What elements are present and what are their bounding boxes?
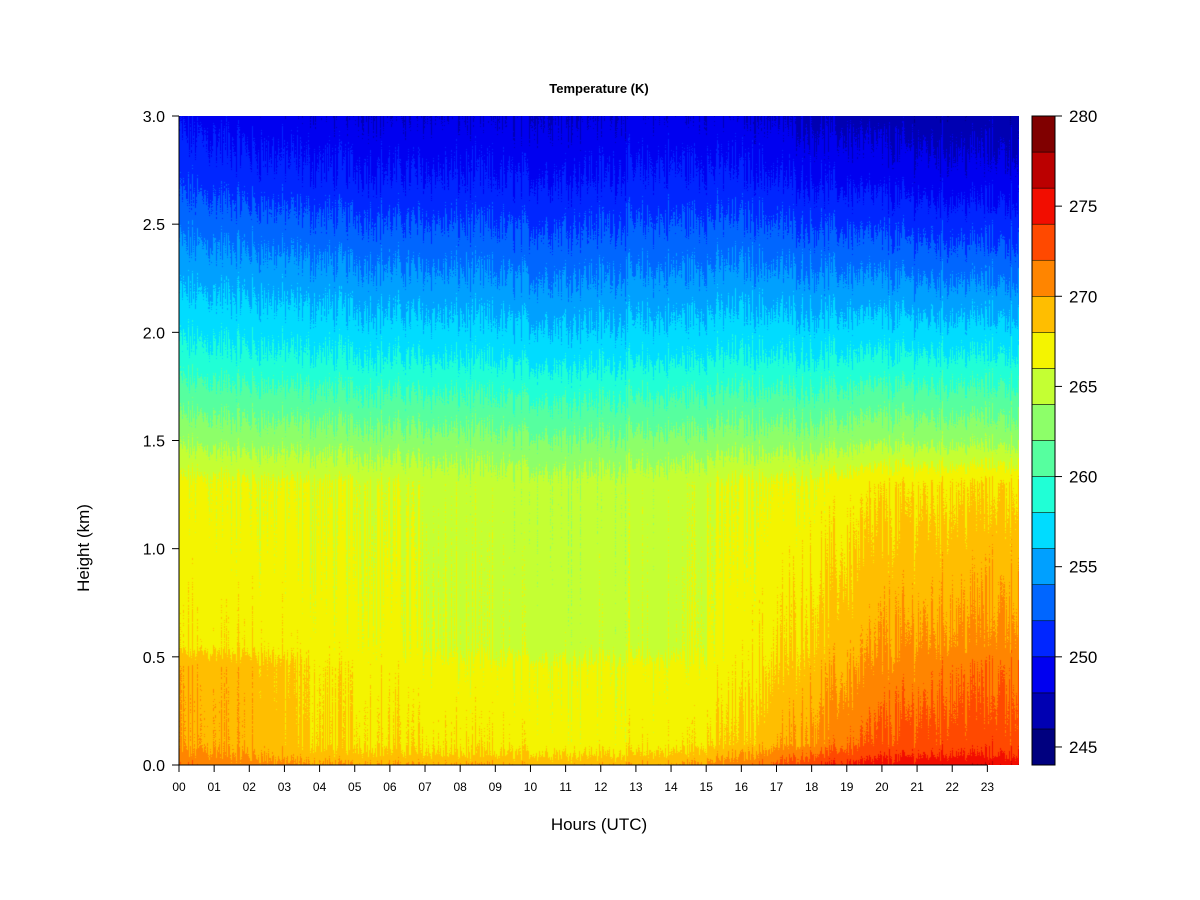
x-tick-label: 08: [453, 780, 467, 794]
colorbar-swatch: [1031, 115, 1056, 153]
colorbar-swatch: [1031, 368, 1056, 405]
x-tick-label: 12: [594, 780, 608, 794]
colorbar-tick-label: 280: [1069, 107, 1097, 126]
y-axis-label: Height (km): [74, 504, 93, 592]
x-tick-label: 16: [735, 780, 749, 794]
colorbar-swatch: [1031, 296, 1056, 333]
colorbar-swatch: [1031, 259, 1056, 297]
x-axis: 00 01 02 03 04 05 06 07 08 09 10 11 12 13 14 15 16 17 18 19…: [172, 764, 995, 794]
x-tick-label: 14: [664, 780, 678, 794]
colorbar-swatch: [1031, 476, 1056, 513]
temperature-heatmap: [179, 116, 1019, 765]
colorbar-tick-label: 255: [1069, 558, 1097, 577]
colorbar-tick-label: 270: [1069, 287, 1097, 306]
y-tick-label: 1.5: [143, 434, 165, 451]
colorbar-swatch: [1031, 548, 1056, 585]
colorbar-tick-label: 260: [1069, 468, 1097, 487]
x-tick-label: 03: [278, 780, 292, 794]
x-tick-label: 21: [910, 780, 924, 794]
colorbar: 245 250 255 260 265 270 275 280: [1031, 107, 1097, 766]
y-tick-label: 0.5: [143, 650, 165, 667]
colorbar-swatch: [1031, 656, 1056, 694]
x-axis-label: Hours (UTC): [551, 815, 647, 834]
colorbar-tick-label: 265: [1069, 377, 1097, 396]
colorbar-swatch: [1031, 332, 1056, 369]
colorbar-frame: [1031, 115, 1056, 766]
colorbar-swatch: [1031, 151, 1056, 189]
x-tick-label: 22: [946, 780, 960, 794]
colorbar-swatch: [1031, 728, 1056, 766]
colorbar-swatch: [1031, 187, 1056, 225]
x-tick-label: 02: [243, 780, 257, 794]
colorbar-swatch: [1031, 584, 1056, 622]
x-tick-label: 18: [805, 780, 819, 794]
x-tick-label: 04: [313, 780, 327, 794]
x-tick-label: 15: [700, 780, 714, 794]
x-tick-label: 00: [172, 780, 186, 794]
y-tick-label: 2.5: [143, 217, 165, 234]
x-tick-label: 11: [559, 780, 572, 794]
colorbar-swatch: [1031, 512, 1056, 549]
x-tick-label: 10: [524, 780, 538, 794]
colorbar-swatch: [1031, 620, 1056, 658]
x-tick-label: 20: [875, 780, 889, 794]
y-axis: 0.0 0.5 1.0 1.5 2.0 2.5 3.0: [143, 109, 180, 775]
x-tick-label: 13: [629, 780, 643, 794]
colorbar-swatch: [1031, 692, 1056, 730]
x-tick-label: 09: [489, 780, 503, 794]
plot-area: [179, 116, 1019, 765]
y-tick-label: 1.0: [143, 542, 165, 559]
colorbar-tick-label: 250: [1069, 648, 1097, 667]
x-tick-label: 19: [840, 780, 854, 794]
colorbar-swatch: [1031, 223, 1056, 261]
y-tick-label: 2.0: [143, 325, 165, 342]
chart-title: Temperature (K): [549, 81, 648, 96]
y-tick-label: 3.0: [143, 109, 165, 126]
x-tick-label: 17: [770, 780, 784, 794]
colorbar-swatch: [1031, 404, 1056, 441]
x-tick-label: 01: [207, 780, 221, 794]
x-tick-label: 23: [981, 780, 995, 794]
y-tick-label: 0.0: [143, 758, 165, 775]
x-tick-label: 05: [348, 780, 362, 794]
colorbar-tick-label: 275: [1069, 197, 1097, 216]
colorbar-tick-label: 245: [1069, 738, 1097, 757]
x-tick-label: 07: [418, 780, 432, 794]
colorbar-swatch: [1031, 440, 1056, 477]
x-tick-label: 06: [383, 780, 397, 794]
